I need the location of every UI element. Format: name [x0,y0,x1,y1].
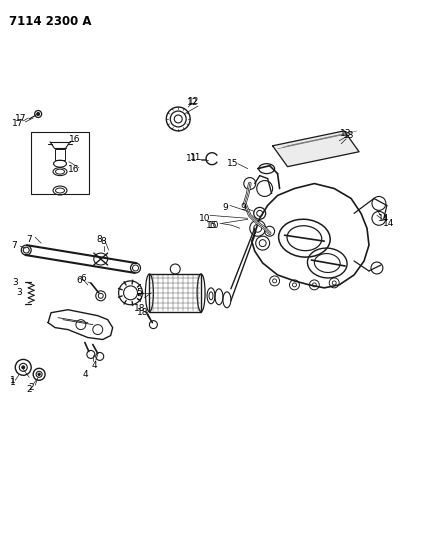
Text: 11: 11 [186,154,197,163]
Text: 6: 6 [80,274,86,284]
Text: 13: 13 [343,131,354,140]
Polygon shape [272,131,358,167]
Text: 15: 15 [227,159,238,168]
Text: 12: 12 [188,96,199,106]
Circle shape [38,373,40,375]
Text: 1: 1 [10,378,16,387]
Text: 15: 15 [206,221,217,230]
Text: 10: 10 [199,214,210,223]
Text: 3: 3 [16,288,22,297]
Text: 9: 9 [239,203,245,212]
Bar [55,149,65,160]
Text: 5: 5 [136,288,142,297]
Text: 17: 17 [12,119,23,128]
Text: 7: 7 [26,235,32,244]
Circle shape [37,112,40,116]
Text: 16: 16 [69,135,81,144]
Text: 14: 14 [382,219,394,228]
Text: 13: 13 [340,130,351,139]
Text: 7114 2300 A: 7114 2300 A [9,14,92,28]
Text: 4: 4 [92,361,98,370]
Bar [149,274,201,312]
Bar [31,132,89,195]
Text: 1: 1 [10,376,16,385]
Text: 2: 2 [28,383,34,392]
Text: 9: 9 [222,203,227,212]
Text: 5: 5 [136,293,142,302]
Text: 18: 18 [133,304,145,313]
Text: 11: 11 [190,153,201,162]
Text: 10: 10 [208,221,219,230]
Text: 3: 3 [12,278,18,287]
Text: 12: 12 [187,98,199,107]
Text: 2: 2 [26,385,32,394]
Text: 16: 16 [68,165,80,174]
Text: 6: 6 [76,277,81,285]
Text: 8: 8 [101,237,106,246]
Circle shape [22,366,25,369]
Text: 14: 14 [377,214,389,223]
Text: 7: 7 [12,240,17,249]
Text: 18: 18 [136,308,148,317]
Text: 17: 17 [14,115,26,124]
Text: 8: 8 [96,235,101,244]
Text: 4: 4 [83,370,89,379]
